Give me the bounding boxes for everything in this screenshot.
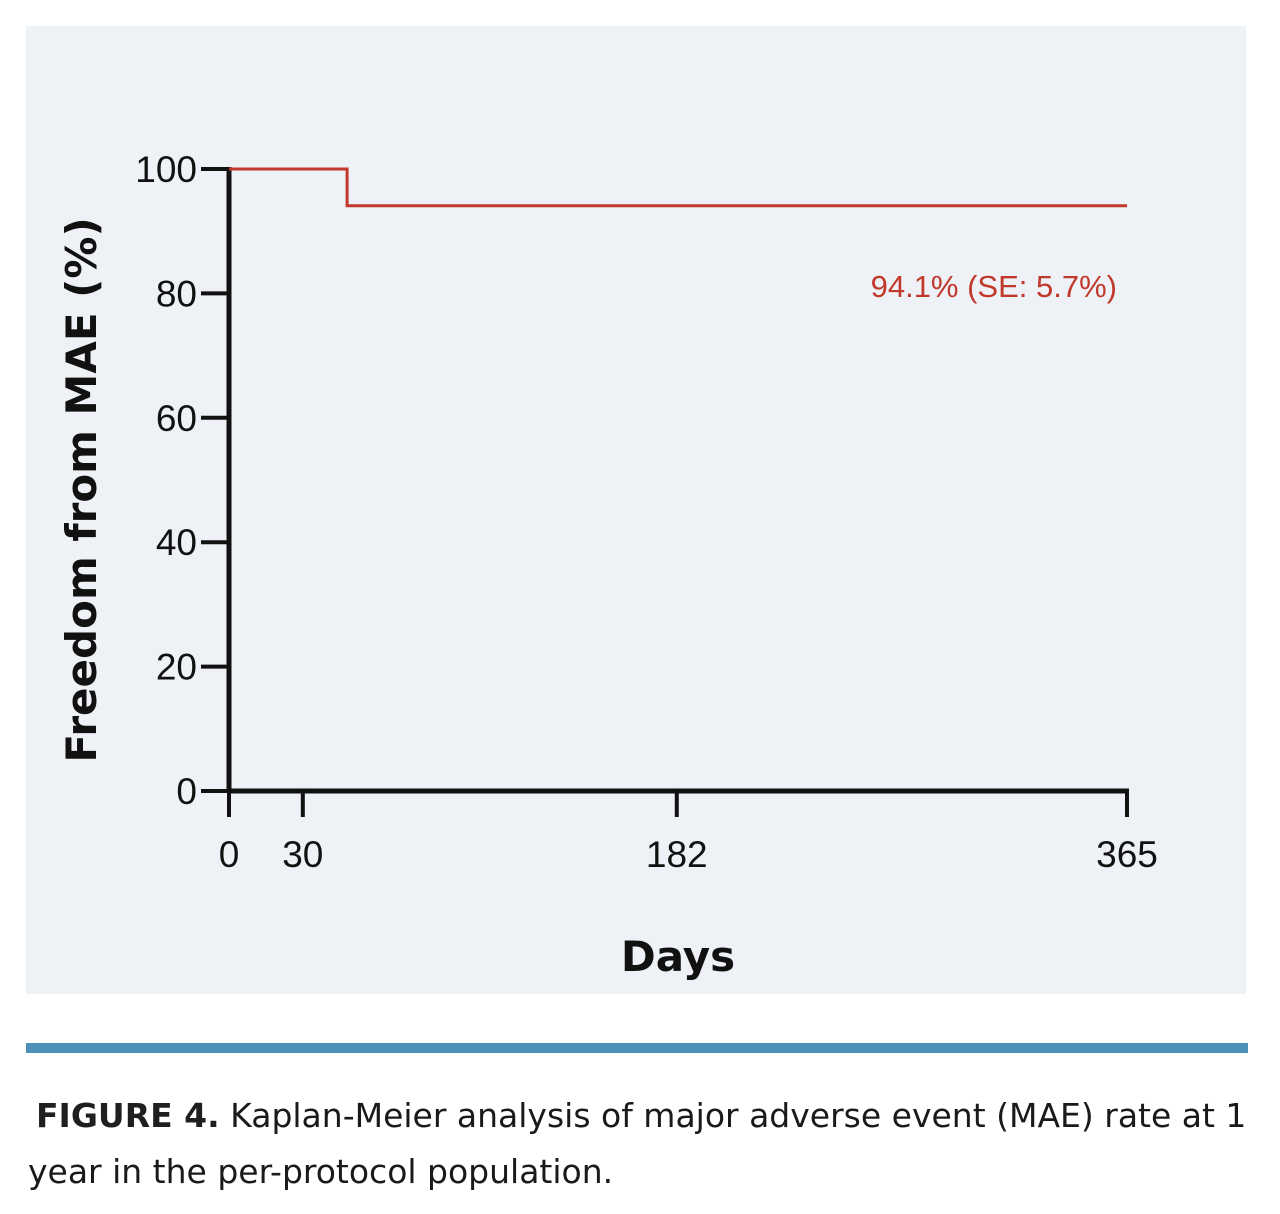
y-tick-label-60: 60 bbox=[156, 398, 197, 439]
y-tick-label-20: 20 bbox=[156, 647, 197, 688]
y-tick-label-80: 80 bbox=[156, 273, 197, 314]
y-tick-label-40: 40 bbox=[156, 522, 197, 563]
kaplan-meier-chart: 0 20 40 60 80 100 0 30 182 365 Days Freedom from MA… bbox=[26, 26, 1246, 994]
y-tick-label-100: 100 bbox=[135, 149, 197, 190]
figure-label: FIGURE 4. bbox=[36, 1096, 220, 1135]
x-tick-label-0: 0 bbox=[219, 834, 240, 875]
labels-layer: 0 20 40 60 80 100 0 30 182 365 Days Freedom from MA… bbox=[57, 149, 1158, 981]
km-curve-0 bbox=[229, 167, 1127, 208]
x-tick-label-30: 30 bbox=[282, 834, 323, 875]
series-layer bbox=[229, 167, 1127, 208]
figure-caption: FIGURE 4. Kaplan-Meier analysis of major… bbox=[28, 1088, 1258, 1200]
x-axis-title: Days bbox=[621, 932, 735, 981]
y-axis-title: Freedom from MAE (%) bbox=[57, 217, 106, 762]
x-tick-label-365: 365 bbox=[1096, 834, 1158, 875]
y-tick-label-0: 0 bbox=[176, 771, 197, 812]
survival-annotation: 94.1% (SE: 5.7%) bbox=[871, 269, 1117, 304]
figure-caption-text: Kaplan-Meier analysis of major adverse e… bbox=[28, 1096, 1247, 1191]
x-tick-label-182: 182 bbox=[646, 834, 708, 875]
axes bbox=[201, 167, 1129, 817]
caption-divider bbox=[26, 1043, 1248, 1053]
plot-panel: 0 20 40 60 80 100 0 30 182 365 Days Freedom from MA… bbox=[26, 26, 1246, 994]
